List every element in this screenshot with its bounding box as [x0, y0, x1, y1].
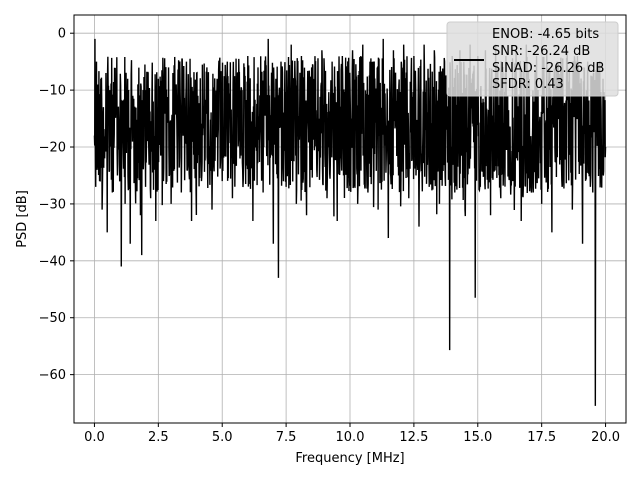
legend: ENOB: -4.65 bits SNR: -26.24 dB SINAD: -…	[446, 21, 619, 97]
x-tick-label: 7.5	[276, 430, 297, 445]
tick-layer: 0.0 2.5 5.0 7.5 10.0 12.5 15.0 17.5 20.0 0 −10 −20 −…	[39, 27, 620, 445]
psd-series-line	[93, 38, 607, 406]
x-tick-label: 10.0	[336, 430, 365, 445]
legend-entry-sfdr: SFDR: 0.43	[492, 77, 564, 92]
y-tick-label: 0	[58, 27, 66, 42]
x-tick-label: 15.0	[463, 430, 492, 445]
y-tick-label: −60	[39, 368, 66, 383]
x-tick-label: 17.5	[527, 430, 556, 445]
x-tick-label: 20.0	[591, 430, 620, 445]
legend-entry-sinad: SINAD: -26.26 dB	[492, 61, 604, 76]
x-tick-label: 2.5	[148, 430, 169, 445]
y-tick-label: −50	[39, 311, 66, 326]
x-tick-label: 5.0	[212, 430, 233, 445]
y-tick-label: −30	[39, 197, 66, 212]
legend-entry-snr: SNR: -26.24 dB	[492, 44, 590, 59]
legend-entry-enob: ENOB: -4.65 bits	[492, 27, 599, 42]
y-tick-label: −40	[39, 254, 66, 269]
series-layer	[93, 38, 607, 406]
legend-box	[446, 21, 619, 97]
y-tick-label: −20	[39, 141, 66, 156]
x-tick-label: 0.0	[84, 430, 105, 445]
y-tick-label: −10	[39, 84, 66, 99]
x-axis-label: Frequency [MHz]	[295, 451, 404, 466]
x-tick-label: 12.5	[399, 430, 428, 445]
y-axis-label: PSD [dB]	[15, 190, 30, 248]
